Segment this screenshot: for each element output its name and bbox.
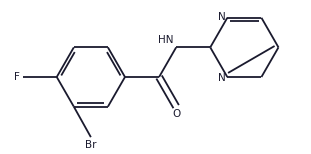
Text: Br: Br [85, 140, 97, 150]
Text: F: F [14, 72, 20, 82]
Text: N: N [218, 73, 225, 83]
Text: O: O [172, 109, 180, 119]
Text: N: N [218, 12, 225, 22]
Text: HN: HN [158, 35, 174, 45]
